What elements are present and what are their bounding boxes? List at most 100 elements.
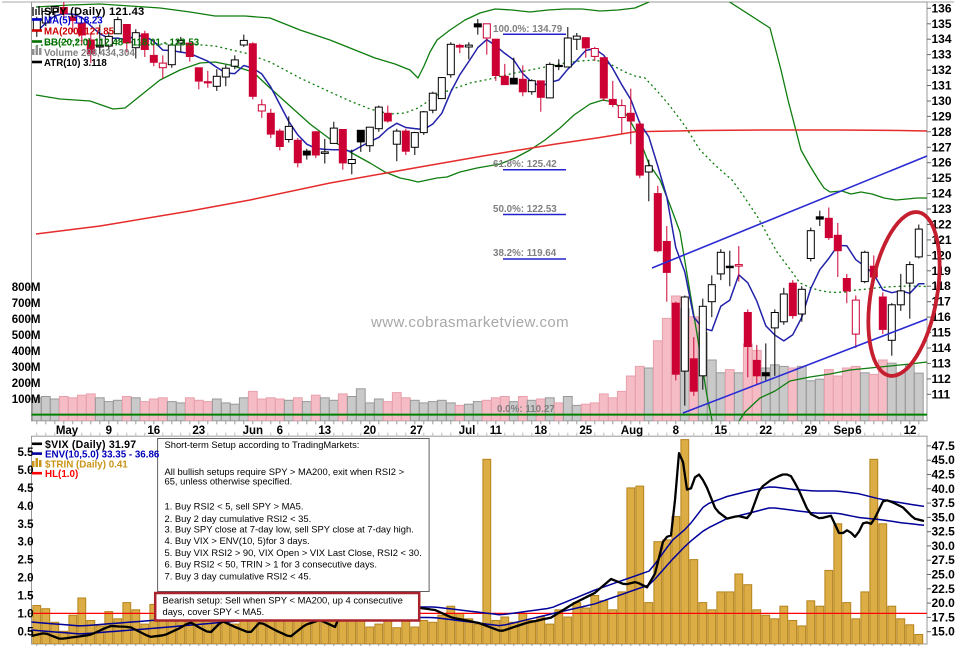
svg-text:Aug: Aug — [621, 425, 643, 437]
svg-text:112: 112 — [932, 372, 952, 386]
svg-text:Jun: Jun — [243, 425, 263, 437]
svg-text:114: 114 — [932, 341, 952, 355]
svg-text:5. Buy VIX RSI2 > 90, VIX Open: 5. Buy VIX RSI2 > 90, VIX Open > VIX Las… — [165, 547, 422, 558]
svg-text:ENV(10,5.0) 33.35 - 36.86: ENV(10,5.0) 33.35 - 36.86 — [45, 450, 160, 461]
svg-text:2.0: 2.0 — [18, 573, 34, 585]
svg-text:500M: 500M — [12, 330, 41, 342]
svg-text:115: 115 — [932, 326, 952, 340]
svg-text:0.0%: 110.27: 0.0%: 110.27 — [497, 404, 555, 415]
svg-text:1.0: 1.0 — [18, 608, 34, 620]
svg-text:12: 12 — [904, 425, 917, 437]
svg-text:HL(1.0): HL(1.0) — [45, 469, 78, 480]
svg-text:45.0: 45.0 — [932, 453, 956, 467]
svg-text:127: 127 — [932, 140, 952, 154]
svg-text:25: 25 — [579, 425, 592, 437]
svg-text:123: 123 — [932, 202, 952, 216]
svg-text:125: 125 — [932, 171, 952, 185]
svg-text:38.2%: 119.64: 38.2%: 119.64 — [493, 248, 557, 259]
svg-text:www.cobrasmarketview.com: www.cobrasmarketview.com — [370, 314, 569, 331]
svg-text:6. Buy RSI2 < 50, TRIN > 1 for: 6. Buy RSI2 < 50, TRIN > 1 for 3 consecu… — [165, 559, 377, 570]
svg-text:61.8%: 125.42: 61.8%: 125.42 — [493, 159, 557, 170]
svg-text:27.5: 27.5 — [932, 553, 956, 567]
svg-text:5.0: 5.0 — [18, 465, 34, 477]
svg-text:MA(200) 127.85: MA(200) 127.85 — [44, 27, 115, 38]
svg-text:136: 136 — [932, 1, 952, 15]
svg-text:9: 9 — [106, 425, 112, 437]
svg-text:Short-term Setup according to: Short-term Setup according to TradingMar… — [165, 439, 360, 450]
svg-text:111: 111 — [932, 387, 951, 401]
svg-text:124: 124 — [932, 187, 952, 201]
svg-text:4.0: 4.0 — [18, 501, 34, 513]
svg-text:22.5: 22.5 — [932, 582, 956, 596]
svg-text:3.5: 3.5 — [18, 519, 35, 531]
svg-text:13: 13 — [318, 425, 331, 437]
svg-text:50.0%: 122.53: 50.0%: 122.53 — [493, 204, 557, 215]
svg-text:23: 23 — [192, 425, 205, 437]
svg-text:BB(20,2.0) 112.48 - 118.01 - 1: BB(20,2.0) 112.48 - 118.01 - 123.53 — [44, 38, 200, 49]
svg-text:17.5: 17.5 — [932, 610, 956, 624]
svg-text:SPY (Daily) 121.43: SPY (Daily) 121.43 — [44, 6, 144, 18]
svg-text:113: 113 — [932, 356, 952, 370]
svg-text:ATR(10) 3.118: ATR(10) 3.118 — [44, 58, 107, 69]
svg-text:116: 116 — [932, 310, 952, 324]
svg-text:128: 128 — [932, 125, 952, 139]
svg-text:134: 134 — [932, 32, 952, 46]
svg-text:129: 129 — [932, 109, 952, 123]
svg-text:35.0: 35.0 — [932, 510, 956, 524]
svg-text:25.0: 25.0 — [932, 568, 956, 582]
svg-text:400M: 400M — [12, 346, 41, 358]
svg-text:Volume 298,434,304: Volume 298,434,304 — [44, 48, 135, 59]
svg-text:130: 130 — [932, 94, 952, 108]
svg-text:200M: 200M — [12, 378, 41, 390]
svg-text:7. Buy 3 day cumulative RSI2 <: 7. Buy 3 day cumulative RSI2 < 45. — [165, 570, 312, 581]
svg-text:700M: 700M — [12, 298, 41, 310]
svg-text:May: May — [56, 425, 79, 437]
svg-text:6: 6 — [277, 425, 283, 437]
svg-text:8: 8 — [673, 425, 680, 437]
svg-text:Bearish setup: Sell when SPY <: Bearish setup: Sell when SPY < MA200, up… — [163, 595, 403, 606]
svg-text:4.5: 4.5 — [18, 483, 35, 495]
svg-text:133: 133 — [932, 48, 952, 62]
svg-text:120: 120 — [932, 248, 952, 262]
svg-text:40.0: 40.0 — [932, 482, 956, 496]
svg-text:126: 126 — [932, 156, 952, 170]
svg-text:16: 16 — [147, 425, 160, 437]
svg-text:Jul: Jul — [459, 425, 476, 437]
svg-text:2. Buy 2 day cumulative RSI2 <: 2. Buy 2 day cumulative RSI2 < 35. — [165, 513, 312, 524]
svg-text:600M: 600M — [12, 314, 41, 326]
svg-text:15.0: 15.0 — [932, 625, 956, 639]
svg-text:3.0: 3.0 — [18, 537, 34, 549]
svg-text:11: 11 — [490, 425, 503, 437]
svg-text:6: 6 — [855, 425, 861, 437]
svg-text:2.5: 2.5 — [18, 555, 35, 567]
svg-text:100M: 100M — [12, 394, 41, 406]
svg-text:100.0%: 134.79: 100.0%: 134.79 — [493, 24, 563, 35]
svg-text:$TRIN (Daily) 0.41: $TRIN (Daily) 0.41 — [45, 459, 128, 470]
svg-text:15: 15 — [714, 425, 727, 437]
svg-text:MA(5) 118.23: MA(5) 118.23 — [44, 16, 103, 27]
svg-text:1.5: 1.5 — [18, 591, 35, 603]
svg-text:135: 135 — [932, 17, 952, 31]
svg-text:27: 27 — [410, 425, 423, 437]
svg-text:132: 132 — [932, 63, 952, 77]
svg-text:20.0: 20.0 — [932, 596, 956, 610]
svg-text:18: 18 — [534, 425, 547, 437]
svg-text:300M: 300M — [12, 362, 41, 374]
svg-text:65, unless otherwise specified: 65, unless otherwise specified. — [165, 476, 293, 487]
svg-text:30.0: 30.0 — [932, 539, 956, 553]
svg-text:4. Buy VIX > ENV(10, 5)for 3 d: 4. Buy VIX > ENV(10, 5)for 3 days. — [165, 535, 310, 546]
svg-text:800M: 800M — [12, 282, 41, 294]
svg-text:3. Buy SPY close at 7-day low,: 3. Buy SPY close at 7-day low, sell SPY … — [165, 524, 414, 535]
svg-text:47.5: 47.5 — [932, 439, 956, 453]
svg-text:131: 131 — [932, 79, 952, 93]
svg-text:118: 118 — [932, 279, 952, 293]
svg-text:20: 20 — [363, 425, 376, 437]
svg-text:37.5: 37.5 — [932, 496, 956, 510]
svg-text:$VIX (Daily) 31.97: $VIX (Daily) 31.97 — [45, 439, 136, 451]
svg-text:122: 122 — [932, 218, 952, 232]
svg-text:All bullish setups require SPY: All bullish setups require SPY > MA200, … — [165, 466, 405, 477]
svg-text:5.5: 5.5 — [18, 447, 35, 459]
svg-text:Sep: Sep — [833, 425, 854, 437]
svg-text:32.5: 32.5 — [932, 525, 956, 539]
svg-text:0.5: 0.5 — [18, 626, 35, 638]
